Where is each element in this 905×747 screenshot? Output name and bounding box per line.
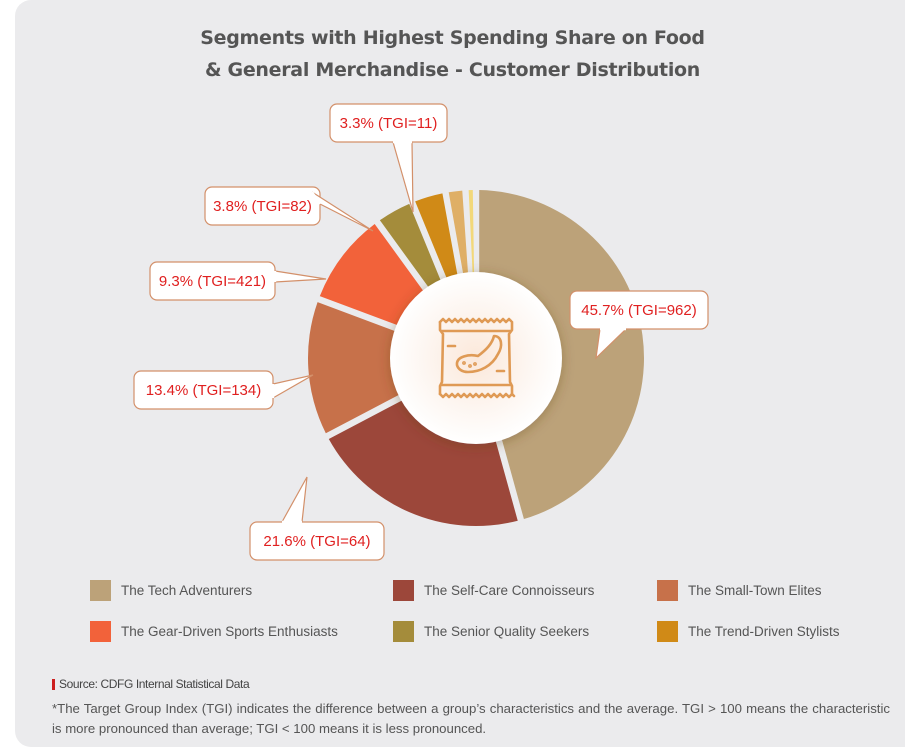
legend-label: The Trend-Driven Stylists	[688, 624, 840, 639]
data-label: 9.3% (TGI=421)	[159, 273, 266, 290]
callouts-group: 45.7% (TGI=962) 21.6% (TGI=64) 13.4% (TGI=…	[133, 103, 709, 561]
legend-item-senior-quality-seekers: The Senior Quality Seekers	[393, 621, 589, 642]
callout-pointer-joint	[311, 191, 321, 205]
center-circle	[390, 272, 562, 444]
callout-the-self-care-connoisseurs: 21.6% (TGI=64)	[249, 476, 385, 561]
legend-item-small-town-elites: The Small-Town Elites	[657, 580, 822, 601]
donut-chart: 45.7% (TGI=962) 21.6% (TGI=64) 13.4% (TGI=…	[133, 103, 709, 561]
legend-swatch	[657, 621, 678, 642]
chart-title-line-1: Segments with Highest Spending Share on …	[200, 27, 705, 49]
callout-pointer	[281, 476, 308, 523]
callout-the-gear-driven-sports-enthusiasts: 9.3% (TGI=421)	[149, 261, 327, 301]
callout-box	[569, 290, 709, 330]
callout-box	[249, 521, 385, 561]
legend-swatch	[393, 621, 414, 642]
source-note: Source: CDFG Internal Statistical Data	[52, 677, 250, 691]
legend-item-gear-driven-sports-enthusiasts: The Gear-Driven Sports Enthusiasts	[90, 621, 338, 642]
legend-label: The Self-Care Connoisseurs	[424, 583, 595, 598]
callout-the-tech-adventurers: 45.7% (TGI=962)	[569, 290, 709, 360]
chart-title-line-2: & General Merchandise - Customer Distrib…	[204, 59, 701, 81]
data-label: 3.8% (TGI=82)	[213, 198, 312, 215]
legend-item-tech-adventurers: The Tech Adventurers	[90, 580, 252, 601]
pie-slice-the-small-town-elites	[308, 302, 440, 434]
legend-label: The Senior Quality Seekers	[424, 624, 590, 639]
callout-the-small-town-elites: 13.4% (TGI=134)	[133, 370, 314, 410]
legend-label: The Tech Adventurers	[121, 583, 253, 598]
tgi-footnote: *The Target Group Index (TGI) indicates …	[52, 701, 890, 736]
center-hole	[390, 272, 562, 444]
data-label: 21.6% (TGI=64)	[263, 533, 370, 550]
data-label: 13.4% (TGI=134)	[146, 382, 261, 399]
callout-box	[204, 186, 321, 226]
callout-pointer	[311, 191, 374, 232]
callout-box	[329, 103, 448, 143]
callout-pointer	[274, 270, 327, 283]
legend-swatch	[90, 621, 111, 642]
chart-title: Segments with Highest Spending Share on …	[0, 22, 905, 86]
legend-swatch	[657, 580, 678, 601]
callout-the-senior-quality-seekers: 3.8% (TGI=82)	[204, 186, 374, 232]
snack-bag-icon	[438, 317, 516, 399]
callout-the-trend-driven-stylists: 3.3% (TGI=11)	[329, 103, 448, 213]
source-text: Source: CDFG Internal Statistical Data	[59, 677, 250, 691]
legend-item-self-care-connoisseurs: The Self-Care Connoisseurs	[393, 580, 594, 601]
data-label: 3.3% (TGI=11)	[340, 115, 438, 132]
legend-label: The Gear-Driven Sports Enthusiasts	[121, 624, 338, 639]
callout-pointer	[595, 328, 627, 360]
data-label: 45.7% (TGI=962)	[581, 302, 696, 319]
callout-pointer	[272, 374, 314, 399]
legend-item-trend-driven-stylists: The Trend-Driven Stylists	[657, 621, 840, 642]
legend-swatch	[393, 580, 414, 601]
callout-pointer	[392, 141, 414, 213]
legend-swatch	[90, 580, 111, 601]
legend-label: The Small-Town Elites	[688, 583, 822, 598]
source-marker-icon	[52, 678, 55, 690]
